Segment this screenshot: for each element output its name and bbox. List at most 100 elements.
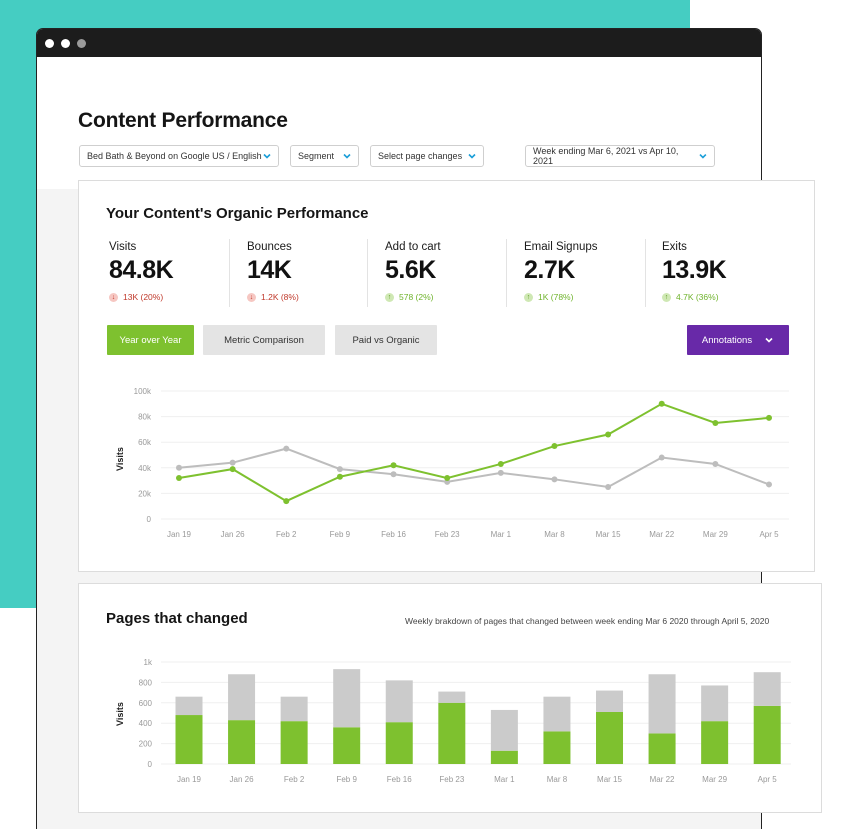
y-tick-label: 1k: [144, 658, 153, 667]
chevron-down-icon: [263, 153, 271, 159]
metric-divider: [506, 239, 507, 307]
window-minimize-control[interactable]: [61, 38, 70, 48]
y-tick-label: 100k: [134, 387, 152, 396]
x-tick-label: Mar 22: [649, 530, 674, 539]
y-tick-label: 0: [147, 515, 152, 524]
metric-visits: Visits 84.8K ↓ 13K (20%): [109, 241, 247, 311]
bar-segment-changed: [385, 722, 413, 764]
x-tick-label: Jan 19: [167, 530, 192, 539]
organic-performance-title: Your Content's Organic Performance: [106, 205, 369, 222]
window-close-control[interactable]: [45, 38, 54, 48]
x-tick-label: Mar 8: [544, 530, 565, 539]
segment-dropdown-label: Segment: [298, 151, 335, 161]
site-dropdown-label: Bed Bath & Beyond on Google US / English: [87, 151, 262, 161]
bar-segment-changed: [175, 715, 203, 764]
data-point: [605, 484, 612, 490]
data-point: [551, 443, 558, 450]
y-tick-label: 400: [139, 719, 153, 728]
metric-delta: ↓ 13K (20%): [109, 292, 247, 302]
page-changes-dropdown[interactable]: Select page changes: [370, 145, 484, 167]
chevron-down-icon: [765, 337, 773, 343]
metric-value: 5.6K: [385, 256, 436, 284]
data-point: [336, 466, 343, 473]
x-tick-label: Feb 23: [435, 530, 460, 539]
data-point: [176, 475, 182, 482]
site-dropdown[interactable]: Bed Bath & Beyond on Google US / English: [79, 145, 279, 167]
x-tick-label: Mar 1: [494, 775, 515, 784]
x-tick-label: Mar 8: [547, 775, 568, 784]
metric-email-signups: Email Signups 2.7K ↑ 1K (78%): [524, 241, 662, 311]
data-point: [712, 460, 719, 467]
date-range-dropdown[interactable]: Week ending Mar 6, 2021 vs Apr 10, 2021: [525, 145, 715, 167]
x-tick-label: Jan 26: [221, 530, 246, 539]
arrow-up-icon: ↑: [662, 292, 671, 302]
x-tick-label: Mar 22: [650, 775, 675, 784]
metric-bounces: Bounces 14K ↓ 1.2K (8%): [247, 241, 385, 311]
bar-segment-total: [543, 696, 571, 732]
arrow-down-icon: ↓: [109, 292, 118, 302]
window-maximize-control[interactable]: [77, 38, 86, 48]
annotations-label: Annotations: [701, 334, 753, 346]
series-line: [178, 402, 770, 503]
chevron-down-icon: [343, 153, 351, 159]
bar-segment-changed: [753, 705, 781, 764]
bar-segment-changed: [648, 733, 676, 764]
x-tick-label: Feb 9: [336, 775, 357, 784]
y-tick-label: 600: [139, 699, 153, 708]
y-axis-label: Visits: [115, 447, 125, 471]
metric-divider: [645, 239, 646, 307]
x-tick-label: Jan 19: [177, 775, 202, 784]
data-point: [551, 476, 558, 483]
date-range-dropdown-label: Week ending Mar 6, 2021 vs Apr 10, 2021: [533, 146, 679, 166]
data-point: [390, 471, 397, 478]
year-over-year-button[interactable]: Year over Year: [107, 325, 194, 355]
y-tick-label: 80k: [138, 413, 152, 422]
y-tick-label: 200: [139, 740, 153, 749]
bar-segment-total: [280, 696, 308, 722]
bar-segment-changed: [490, 750, 518, 764]
bar-segment-changed: [701, 721, 729, 764]
x-tick-label: Feb 2: [276, 530, 297, 539]
chevron-down-icon: [468, 153, 476, 159]
segment-dropdown[interactable]: Segment: [290, 145, 359, 167]
x-tick-label: Feb 16: [387, 775, 412, 784]
bar-segment-changed: [543, 731, 571, 764]
metric-value: 13.9K: [662, 256, 727, 284]
paid-vs-organic-button[interactable]: Paid vs Organic: [335, 325, 437, 355]
metric-delta: ↓ 1.2K (8%): [247, 292, 385, 302]
metric-delta-text: 1.2K (8%): [261, 292, 299, 302]
data-point: [658, 454, 665, 461]
metric-delta-text: 4.7K (36%): [676, 292, 719, 302]
page-title: Content Performance: [78, 109, 288, 132]
metric-value: 14K: [247, 256, 292, 284]
arrow-up-icon: ↑: [385, 292, 394, 302]
window-titlebar: [37, 29, 761, 57]
page-header: Content Performance Bed Bath & Beyond on…: [37, 57, 761, 189]
metric-delta-text: 578 (2%): [399, 292, 434, 302]
metric-label: Exits: [662, 241, 687, 253]
x-tick-label: Mar 1: [491, 530, 512, 539]
metric-exits: Exits 13.9K ↑ 4.7K (36%): [662, 241, 800, 311]
x-tick-label: Feb 16: [381, 530, 406, 539]
y-tick-label: 0: [148, 760, 153, 769]
bar-segment-changed: [228, 720, 256, 764]
y-tick-label: 40k: [138, 464, 152, 473]
y-tick-label: 60k: [138, 438, 152, 447]
pages-changed-card: Pages that changed Weekly brakdown of pa…: [78, 583, 822, 813]
bar-segment-total: [175, 696, 203, 716]
x-tick-label: Mar 15: [597, 775, 622, 784]
x-tick-label: Mar 29: [702, 775, 727, 784]
pages-changed-title: Pages that changed: [106, 610, 248, 627]
x-tick-label: Jan 26: [230, 775, 255, 784]
metric-delta-text: 13K (20%): [123, 292, 164, 302]
y-axis-label: Visits: [115, 702, 125, 726]
bar-segment-total: [228, 674, 256, 721]
annotations-button[interactable]: Annotations: [687, 325, 789, 355]
metric-label: Visits: [109, 241, 137, 253]
data-point: [766, 414, 772, 421]
y-tick-label: 800: [139, 678, 153, 687]
bar-segment-total: [385, 680, 413, 723]
bar-segment-total: [596, 690, 624, 712]
metric-comparison-button[interactable]: Metric Comparison: [203, 325, 325, 355]
bar-segment-total: [648, 674, 676, 734]
